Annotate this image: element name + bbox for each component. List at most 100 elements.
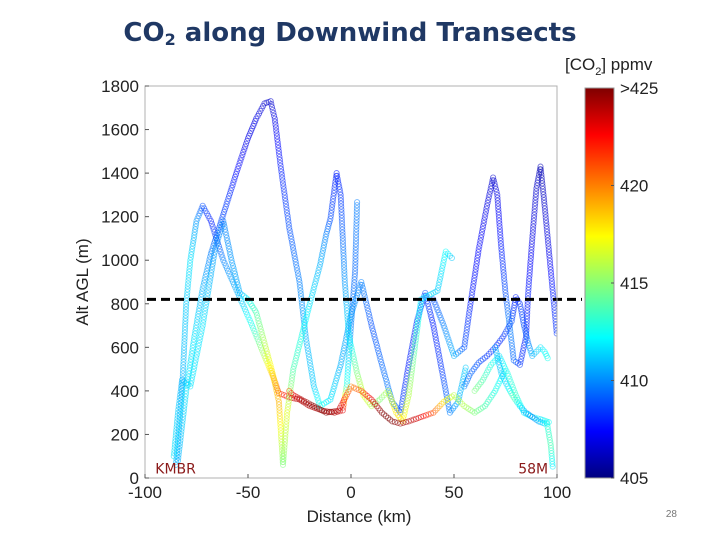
data-point: [172, 432, 179, 439]
data-point: [283, 418, 290, 425]
data-point: [348, 344, 355, 351]
data-point: [295, 273, 302, 280]
data-point: [495, 209, 502, 216]
data-point: [253, 312, 261, 319]
data-point: [547, 263, 554, 270]
x-tick-label: 50: [445, 483, 464, 502]
data-point: [494, 200, 501, 207]
data-point: [539, 180, 546, 187]
data-point: [262, 342, 269, 349]
data-point: [226, 270, 233, 277]
data-point: [526, 275, 533, 282]
data-point: [549, 284, 556, 291]
data-point: [310, 383, 317, 390]
data-point: [529, 238, 536, 245]
data-point: [340, 261, 348, 268]
data-point: [290, 363, 298, 370]
data-point: [337, 194, 344, 201]
data-point: [519, 350, 526, 357]
data-point: [541, 205, 548, 212]
data-point: [524, 307, 531, 314]
data-point: [531, 202, 538, 210]
data-point: [211, 249, 218, 256]
data-point: [343, 304, 350, 311]
data-point: [184, 289, 191, 296]
data-point: [462, 364, 469, 371]
data-point: [352, 298, 359, 305]
data-point: [344, 319, 351, 326]
data-point: [473, 263, 480, 270]
data-point: [337, 189, 344, 196]
data-point: [232, 273, 239, 280]
data-point: [272, 124, 279, 131]
data-point: [492, 344, 499, 351]
data-point: [236, 160, 243, 167]
data-point: [314, 269, 321, 277]
data-point: [532, 194, 539, 201]
data-point: [339, 226, 346, 233]
data-point: [408, 371, 415, 378]
data-point: [347, 311, 355, 318]
data-point: [353, 223, 360, 230]
data-point: [497, 229, 504, 236]
data-point: [464, 318, 472, 325]
data-point: [468, 292, 475, 299]
data-point: [340, 244, 347, 251]
data-point: [308, 292, 316, 299]
data-point: [284, 403, 292, 410]
data-point: [240, 149, 247, 156]
data-point: [267, 362, 274, 369]
data-point: [239, 151, 246, 158]
data-point: [365, 310, 372, 317]
data-point: [472, 266, 479, 273]
data-point: [250, 325, 257, 332]
data-point: [463, 329, 470, 336]
data-point: [518, 308, 525, 315]
data-point: [251, 328, 258, 335]
data-point: [444, 333, 451, 340]
data-point: [545, 243, 552, 250]
data-point: [205, 284, 212, 291]
data-point: [517, 358, 524, 365]
data-point: [389, 398, 396, 405]
data-point: [232, 171, 240, 178]
data-point: [313, 275, 320, 282]
data-point: [220, 211, 227, 218]
data-point: [372, 336, 379, 343]
data-point: [432, 301, 439, 308]
data-point: [331, 184, 338, 191]
data-point: [193, 322, 200, 329]
data-point: [209, 260, 216, 268]
data-point: [285, 218, 292, 225]
data-point: [319, 250, 326, 257]
data-point: [259, 334, 267, 341]
data-point: [544, 231, 551, 238]
data-point: [355, 375, 362, 382]
data-point: [282, 198, 289, 205]
data-point: [519, 317, 527, 324]
data-point: [482, 211, 489, 218]
data-point: [436, 354, 443, 361]
data-point: [345, 333, 352, 340]
data-point: [179, 416, 186, 423]
data-point: [356, 378, 363, 385]
data-point: [221, 223, 228, 230]
data-point: [414, 322, 421, 329]
data-point: [527, 264, 534, 271]
data-point: [311, 281, 318, 288]
data-point: [490, 177, 497, 184]
data-point: [406, 355, 413, 362]
data-point: [292, 357, 299, 364]
data-point: [416, 310, 423, 317]
data-point: [341, 278, 348, 286]
data-point: [339, 220, 346, 227]
data-point: [538, 174, 545, 181]
data-point: [277, 162, 284, 169]
data-point: [207, 253, 214, 260]
data-point: [547, 260, 554, 267]
data-point: [527, 255, 534, 262]
data-point: [200, 316, 207, 323]
data-point: [416, 305, 423, 312]
data-point: [311, 283, 318, 291]
data-point: [440, 374, 447, 381]
